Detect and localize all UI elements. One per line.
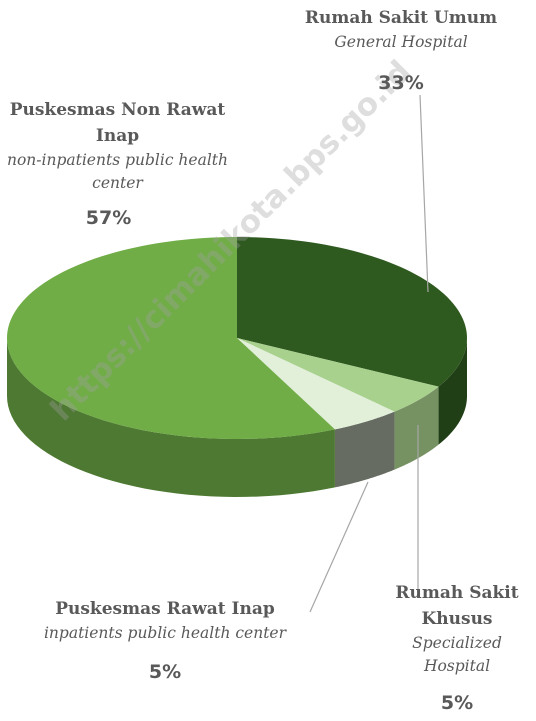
data-label: Puskesmas Non Rawat Inap non-inpatients p…	[5, 97, 230, 229]
category-name: Puskesmas Non Rawat Inap	[9, 100, 226, 146]
slice	[237, 338, 439, 412]
leader-line	[309, 481, 369, 613]
leader-line	[419, 94, 429, 293]
category-translation: Specialized Hospital	[412, 634, 502, 675]
slice-side	[334, 411, 395, 488]
slice-side	[7, 338, 335, 497]
slice-side	[438, 338, 467, 445]
value-label: 33%	[378, 72, 424, 94]
value-label: 5%	[148, 661, 182, 683]
slice	[7, 237, 335, 439]
category-translation: General Hospital	[334, 33, 468, 51]
slice-side	[394, 386, 439, 470]
value-label: 57%	[85, 207, 132, 229]
category-translation: non-inpatients public health center	[6, 151, 228, 192]
category-name: Puskesmas Rawat Inap	[55, 599, 275, 619]
slice	[237, 237, 467, 387]
data-label: Puskesmas Rawat Inap inpatients public he…	[25, 596, 305, 683]
category-translation: inpatients public health center	[43, 624, 287, 642]
data-label: Rumah Sakit Khusus Specialized Hospital 5%	[392, 580, 522, 714]
category-name: Rumah Sakit Khusus	[395, 583, 519, 629]
value-label: 5%	[440, 692, 474, 714]
data-label: Rumah Sakit Umum General Hospital 33%	[261, 5, 536, 94]
category-name: Rumah Sakit Umum	[304, 8, 498, 28]
slice	[237, 338, 395, 430]
